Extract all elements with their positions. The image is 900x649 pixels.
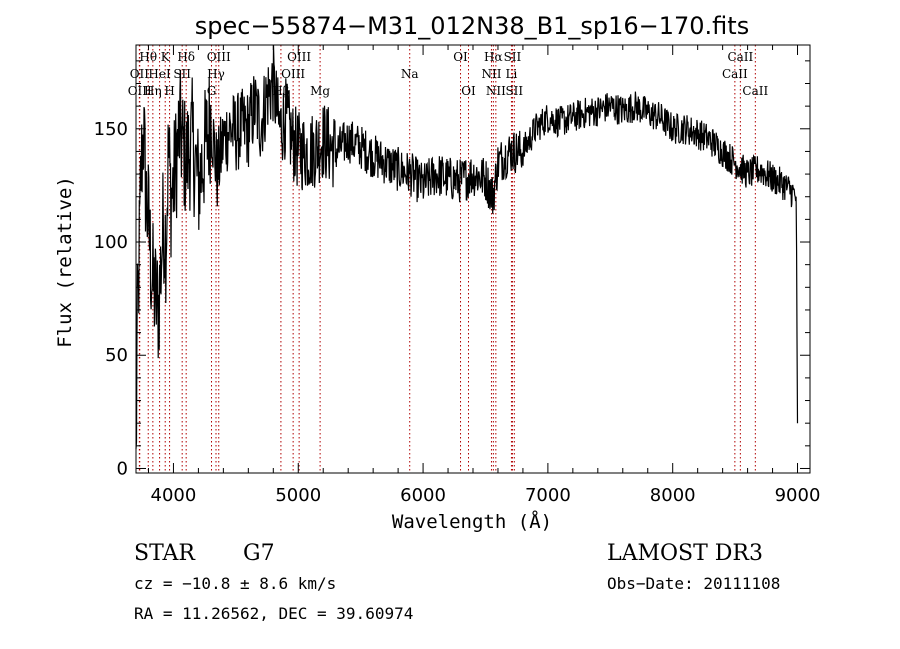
x-tick-label: 5000 <box>275 485 321 506</box>
x-tick-label: 4000 <box>151 485 197 506</box>
spectral-line-label: Hα <box>484 50 503 64</box>
spectral-line-label: K <box>161 50 171 64</box>
spectral-line-label: Li <box>506 67 518 81</box>
spectral-line-label: CaII <box>727 50 753 64</box>
x-tick-label: 6000 <box>400 485 446 506</box>
spectral-line-label: Na <box>401 67 419 81</box>
spectral-line-label: Hη <box>144 84 162 98</box>
spectral-line-label: HeI <box>148 67 171 81</box>
spectral-line-label: H <box>164 84 174 98</box>
y-tick-label: 150 <box>94 119 128 140</box>
spectral-line-label: OI <box>461 84 476 98</box>
spectral-line-label: OII <box>130 67 150 81</box>
x-tick-label: 7000 <box>525 485 571 506</box>
chart-title: spec−55874−M31_012N38_B1_sp16−170.fits <box>195 12 749 40</box>
y-tick-label: 0 <box>117 458 128 479</box>
y-tick-label: 100 <box>94 232 128 253</box>
y-axis-label: Flux (relative) <box>54 176 76 348</box>
spectral-line-label: OIII <box>128 84 152 98</box>
spectral-line-label: Hδ <box>177 50 195 64</box>
coordinates: RA = 11.26562, DEC = 39.60974 <box>134 604 413 623</box>
object-subclass: G7 <box>243 541 275 566</box>
spectral-line-label: OIII <box>207 50 231 64</box>
spectral-line-label: SII <box>504 50 522 64</box>
spectral-line-label: CaII <box>722 67 748 81</box>
x-axis-ticks: 4000 5000 6000 7000 8000 9000 <box>147 45 821 506</box>
spectral-line-markers <box>138 45 756 473</box>
spectral-line-label: SII <box>505 84 523 98</box>
spectral-line-label: Mg <box>310 84 330 98</box>
spectral-line-label: NII <box>481 67 501 81</box>
spectral-line-label: Hθ <box>139 50 157 64</box>
spectral-line-label: CaII <box>742 84 768 98</box>
object-class: STAR <box>134 541 196 566</box>
spectrum-line <box>135 44 799 449</box>
redshift-velocity: cz = −10.8 ± 8.6 km/s <box>134 574 336 593</box>
x-tick-label: 8000 <box>650 485 696 506</box>
x-tick-label: 9000 <box>775 485 821 506</box>
spectral-line-label: NII <box>486 84 506 98</box>
observation-date: Obs−Date: 20111108 <box>607 574 780 593</box>
y-axis-ticks: 0 50 100 150 <box>94 60 810 479</box>
survey-name: LAMOST DR3 <box>607 541 763 566</box>
spectral-line-label: OIII <box>281 67 305 81</box>
spectral-line-label: G <box>207 84 217 98</box>
y-tick-label: 50 <box>105 345 128 366</box>
spectral-line-label: Hγ <box>207 67 225 81</box>
spectral-line-label: OI <box>453 50 468 64</box>
spectral-line-label: OIII <box>287 50 311 64</box>
spectral-line-label: SII <box>173 67 191 81</box>
x-axis-label: Wavelength (Å) <box>392 510 552 533</box>
